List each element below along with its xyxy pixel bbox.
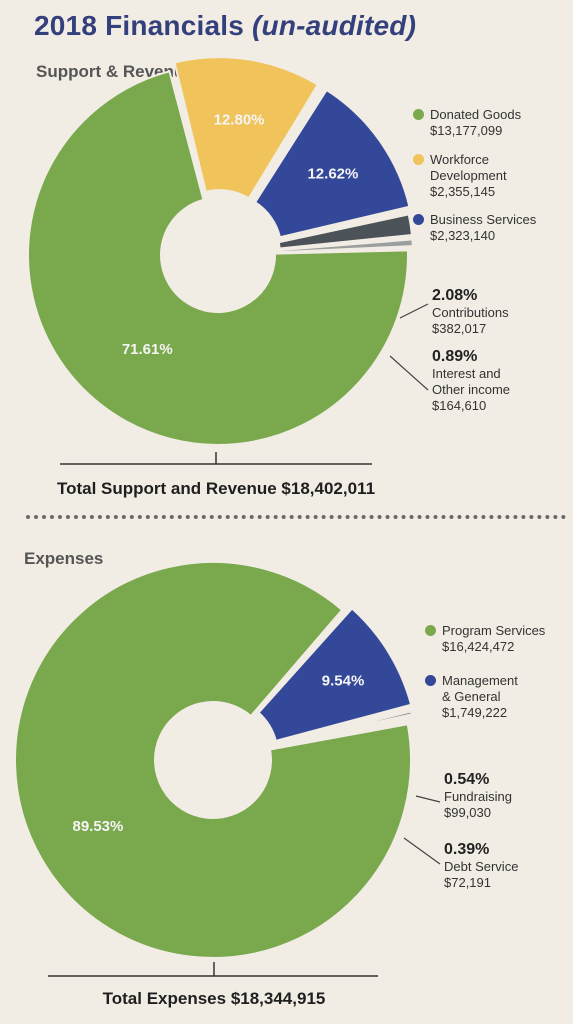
legend-percent: 0.89% [432, 348, 478, 365]
legend-amount: $382,017 [432, 321, 487, 336]
pie-label-workforce-development: 12.80% [214, 111, 265, 128]
legend-amount: $13,177,099 [430, 123, 503, 138]
blue-dot-icon [413, 214, 424, 225]
revenue-total: Total Support and Revenue $18,402,011 [56, 479, 376, 498]
pie-label-management-general: 9.54% [322, 672, 365, 689]
pie-label-program-services: 89.53% [72, 818, 123, 835]
legend-label: Development [430, 168, 507, 183]
legend-amount: $99,030 [444, 805, 491, 820]
legend-management-general: Management & General $1,749,222 [425, 673, 518, 721]
legend-label: Other income [432, 382, 511, 397]
legend-amount: $1,749,222 [442, 705, 508, 720]
expenses-total: Total Expenses $18,344,915 [102, 989, 326, 1008]
page-title: 2018 Financials (un-audited) [34, 10, 416, 42]
pie-slice-interest-and-other-income [278, 238, 414, 254]
legend-label: & General [442, 689, 501, 704]
pie-label-donated-goods: 71.61% [122, 341, 173, 358]
page-title-main: 2018 Financials [34, 10, 245, 41]
green-dot-icon [425, 625, 436, 636]
fundraising-leader-line [415, 795, 441, 803]
pie-slice-fundraising [273, 710, 413, 747]
legend-amount: $2,355,145 [430, 184, 496, 199]
pie-label-business-services: 12.62% [307, 165, 358, 182]
debt-leader-line [403, 837, 441, 865]
pie-slice-debt-service [273, 717, 414, 749]
page-title-qualifier: (un-audited) [252, 10, 417, 41]
legend-amount: $2,323,140 [430, 228, 496, 243]
legend-amount: $164,610 [432, 398, 487, 413]
legend-label: Contributions [432, 305, 509, 320]
legend-donated-goods: Donated Goods $13,177,099 [413, 107, 522, 139]
legend-label: Fundraising [444, 789, 512, 804]
legend-percent: 0.54% [444, 771, 490, 788]
legend-program-services: Program Services $16,424,472 [425, 623, 546, 655]
pie-slice-contributions [277, 213, 414, 250]
expenses-pie: 89.53% 9.54% [14, 561, 414, 959]
pie-slice-workforce-development [173, 56, 320, 200]
legend-fundraising: 0.54% Fundraising $99,030 [444, 770, 512, 821]
legend-business-services: Business Services $2,323,140 [413, 212, 537, 244]
legend-interest-other-income: 0.89% Interest and Other income $164,610 [432, 347, 510, 414]
legend-label: Debt Service [444, 859, 519, 874]
legend-label: Workforce [430, 152, 489, 167]
legend-label: Program Services [442, 623, 546, 638]
pie-slice-program-services [14, 561, 412, 959]
green-dot-icon [413, 109, 424, 120]
legend-debt-service: 0.39% Debt Service $72,191 [444, 840, 518, 891]
legend-amount: $16,424,472 [442, 639, 515, 654]
legend-amount: $72,191 [444, 875, 491, 890]
legend-label: Business Services [430, 212, 537, 227]
pie-slice-donated-goods [27, 70, 409, 446]
yellow-dot-icon [413, 154, 424, 165]
revenue-pie: 71.61% 12.80% 12.62% [27, 56, 414, 446]
legend-workforce-development: Workforce Development $2,355,145 [413, 152, 507, 200]
legend-label: Interest and [432, 366, 501, 381]
blue-dot-icon [425, 675, 436, 686]
legend-label: Donated Goods [430, 107, 522, 122]
legend-percent: 2.08% [432, 287, 478, 304]
legend-percent: 0.39% [444, 841, 490, 858]
section-divider [26, 515, 566, 519]
expenses-section-title: Expenses [24, 549, 104, 568]
legend-contributions: 2.08% Contributions $382,017 [432, 286, 509, 337]
legend-label: Management [442, 673, 518, 688]
contributions-leader-line [399, 303, 429, 319]
interest-leader-line [389, 355, 429, 391]
pie-slice-management-general [257, 607, 413, 743]
pie-slice-business-services [253, 88, 411, 239]
